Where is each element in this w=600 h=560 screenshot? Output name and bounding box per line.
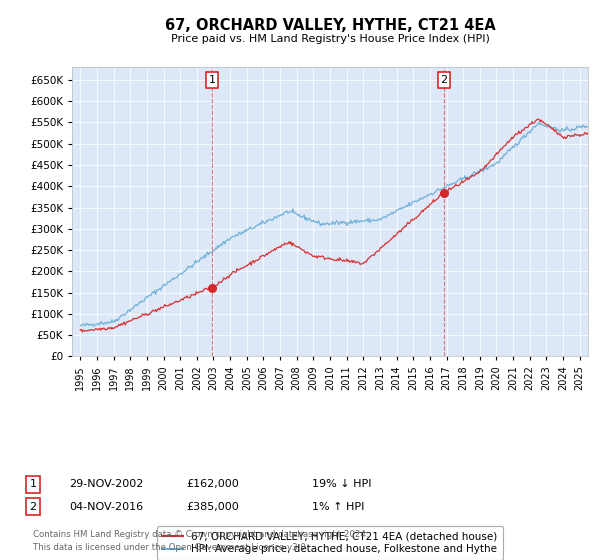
Text: 2: 2 <box>440 75 448 85</box>
Text: This data is licensed under the Open Government Licence v3.0.: This data is licensed under the Open Gov… <box>33 543 308 552</box>
Text: 1: 1 <box>209 75 215 85</box>
Legend: 67, ORCHARD VALLEY, HYTHE, CT21 4EA (detached house), HPI: Average price, detach: 67, ORCHARD VALLEY, HYTHE, CT21 4EA (det… <box>157 526 503 559</box>
Text: 2: 2 <box>29 502 37 512</box>
Text: 29-NOV-2002: 29-NOV-2002 <box>69 479 143 489</box>
Text: Price paid vs. HM Land Registry's House Price Index (HPI): Price paid vs. HM Land Registry's House … <box>170 34 490 44</box>
Text: 1% ↑ HPI: 1% ↑ HPI <box>312 502 364 512</box>
Text: 19% ↓ HPI: 19% ↓ HPI <box>312 479 371 489</box>
Text: £162,000: £162,000 <box>186 479 239 489</box>
Text: Contains HM Land Registry data © Crown copyright and database right 2024.: Contains HM Land Registry data © Crown c… <box>33 530 368 539</box>
Text: 67, ORCHARD VALLEY, HYTHE, CT21 4EA: 67, ORCHARD VALLEY, HYTHE, CT21 4EA <box>164 18 496 32</box>
Text: £385,000: £385,000 <box>186 502 239 512</box>
Text: 1: 1 <box>29 479 37 489</box>
Text: 04-NOV-2016: 04-NOV-2016 <box>69 502 143 512</box>
